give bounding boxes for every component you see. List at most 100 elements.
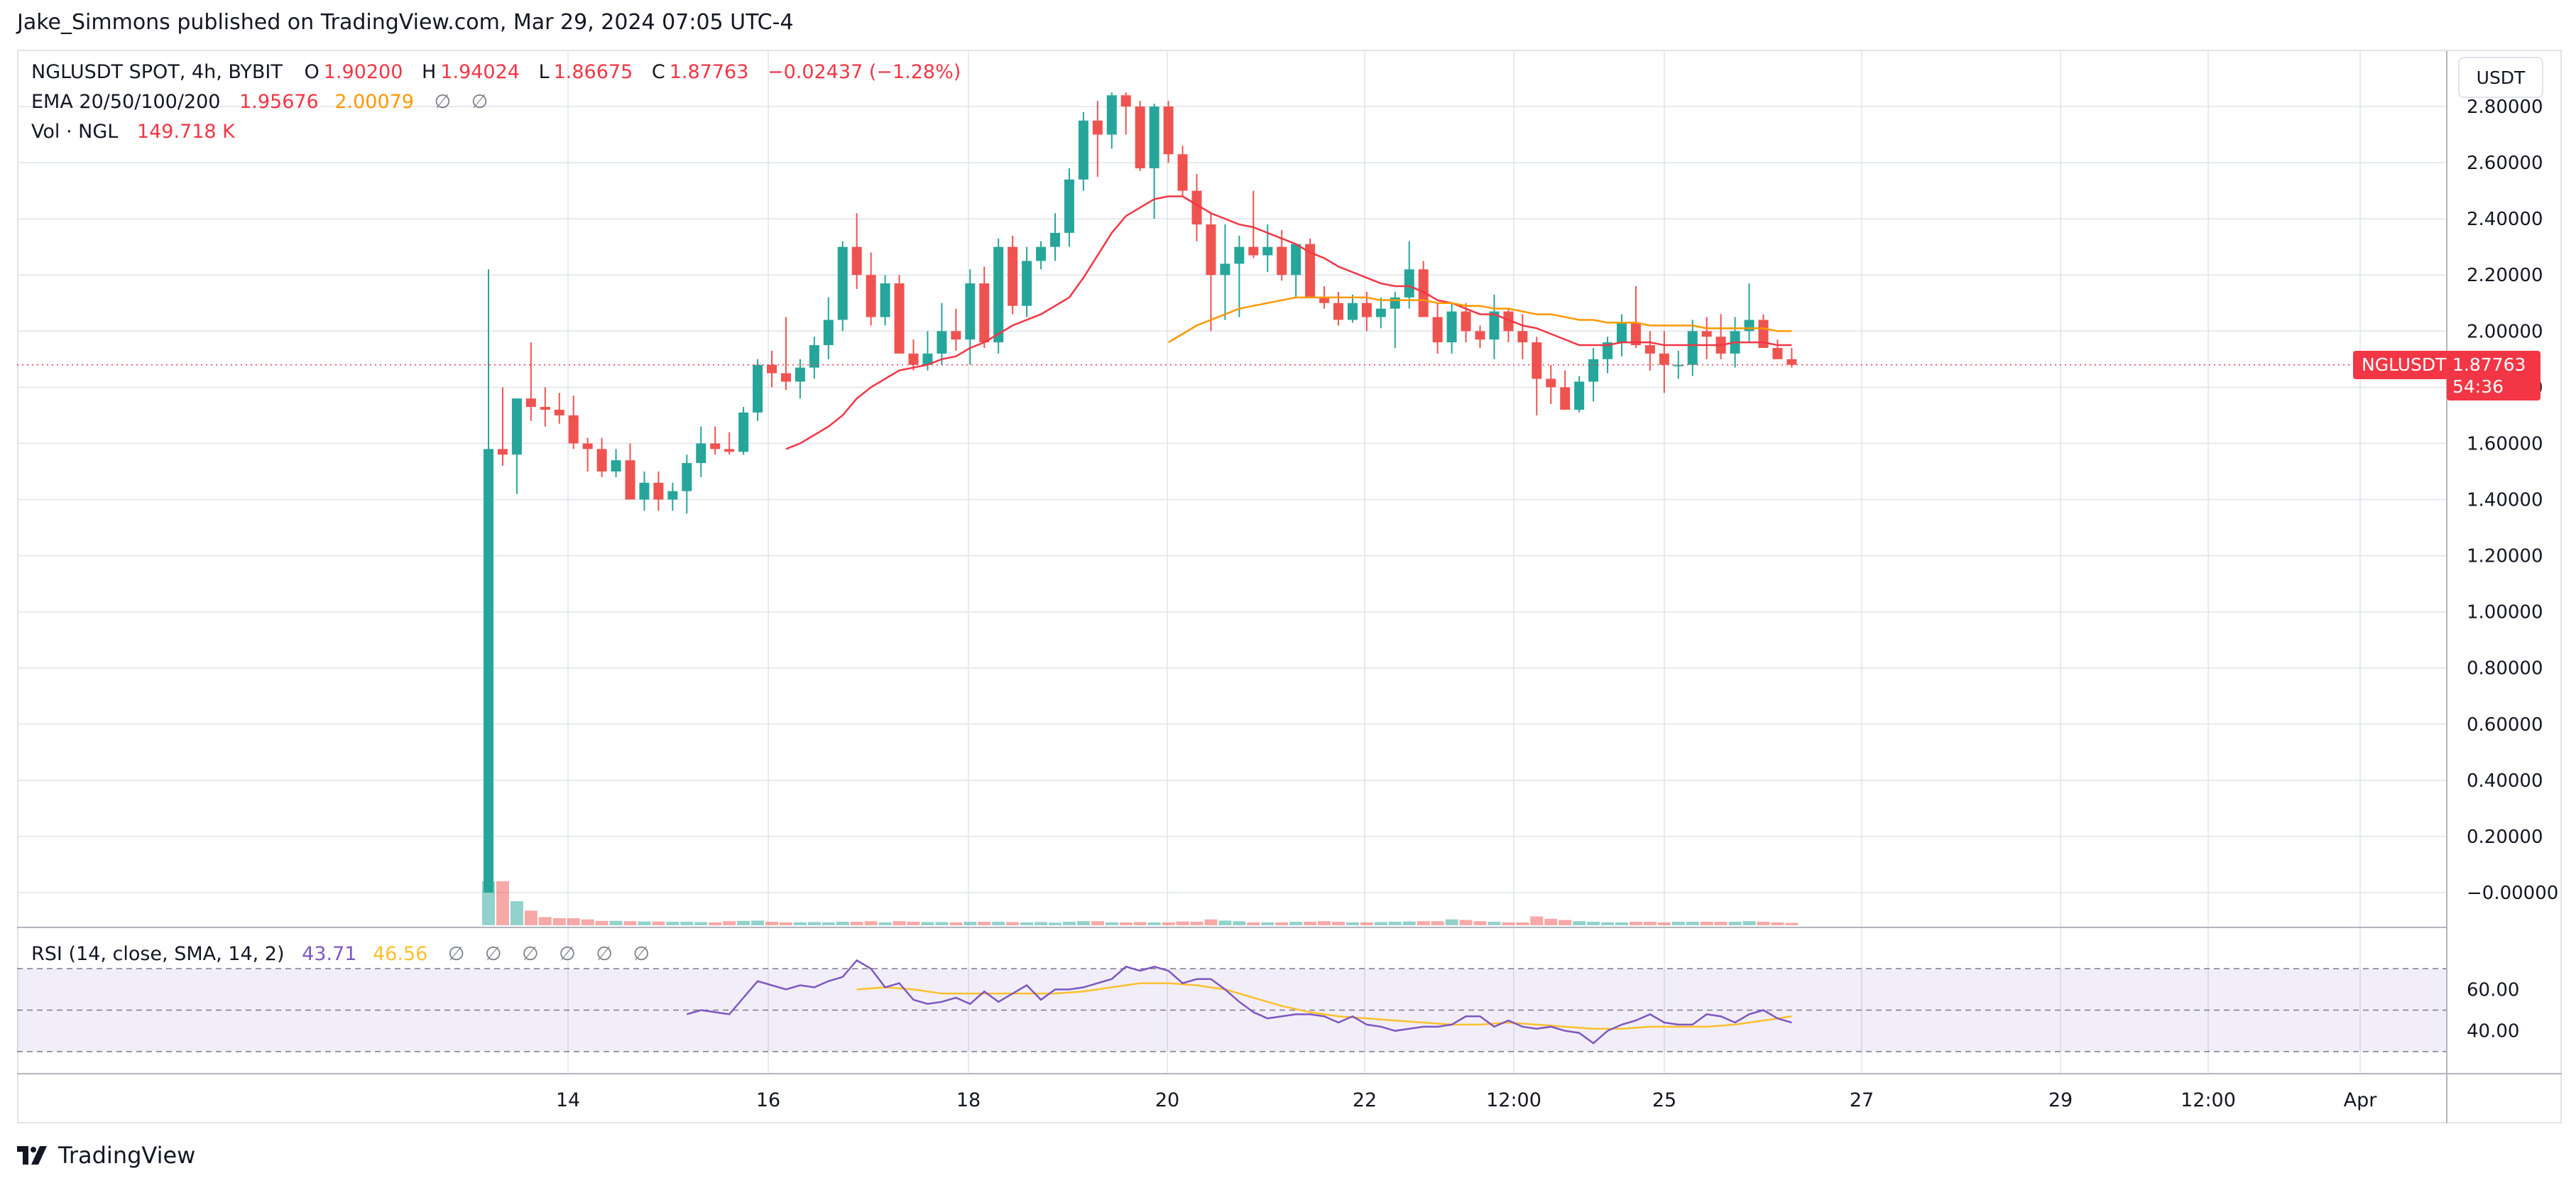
candle <box>1036 241 1047 270</box>
volume-bar <box>595 920 608 925</box>
candle-body <box>1659 353 1669 365</box>
candle-body <box>667 491 678 500</box>
candle-body <box>682 463 692 491</box>
volume-bar <box>765 922 778 925</box>
rsi-legend[interactable]: RSI (14, close, SMA, 14, 2) 43.71 46.56 … <box>31 943 654 965</box>
vol-label: Vol · NGL <box>31 121 119 143</box>
candles[interactable] <box>484 92 1797 893</box>
footer-brand[interactable]: TradingView <box>17 1142 195 1169</box>
candle <box>540 387 550 427</box>
candle-body <box>1008 246 1018 306</box>
volume-legend[interactable]: Vol · NGL 149.718 K <box>31 121 239 143</box>
volume-bar <box>1530 916 1544 925</box>
candle-body <box>1234 246 1245 264</box>
tradingview-logo-icon <box>17 1146 47 1165</box>
candle-body <box>1644 345 1655 354</box>
ema-legend[interactable]: EMA 20/50/100/200 1.95676 2.00079 ∅ ∅ <box>31 91 492 113</box>
candle <box>1234 235 1245 317</box>
volume-bar <box>893 921 906 925</box>
volume-bars <box>482 881 1799 925</box>
candle-body <box>1588 359 1599 382</box>
candle-body <box>1078 120 1088 180</box>
candle-body <box>738 412 749 452</box>
volume-bar <box>1006 922 1020 925</box>
volume-bar <box>1062 922 1076 925</box>
volume-bar <box>978 922 991 925</box>
candle <box>484 269 493 893</box>
volume-bar <box>1346 922 1359 925</box>
candle <box>1248 190 1259 258</box>
symbol-label[interactable]: NGLUSDT SPOT, 4h, BYBIT <box>31 61 283 83</box>
change-value: −0.02437 (−1.28%) <box>767 61 961 83</box>
rsi-sma-value: 46.56 <box>373 943 428 965</box>
volume-bar <box>836 922 849 925</box>
volume-bar <box>1289 922 1303 925</box>
candle <box>710 426 721 455</box>
candle-body <box>497 449 508 455</box>
volume-bar <box>1388 922 1402 925</box>
price-tick-label: 1.20000 <box>2467 546 2543 567</box>
price-badge: 1.87763 54:36 <box>2447 351 2540 400</box>
candle-body <box>525 398 536 408</box>
candle <box>1291 244 1301 298</box>
time-tick-label: 27 <box>1850 1089 1874 1111</box>
candle-body <box>639 482 650 500</box>
volume-bar <box>1544 918 1558 925</box>
candle-body <box>1772 348 1783 359</box>
volume-bar <box>1020 922 1034 925</box>
low-label: L <box>538 61 550 83</box>
price-tick-label: 0.80000 <box>2467 658 2543 680</box>
candle <box>1404 241 1414 309</box>
candle-body <box>851 246 862 276</box>
volume-bar <box>1742 921 1756 925</box>
volume-bar <box>907 922 920 925</box>
candle <box>894 275 905 354</box>
volume-bar <box>694 922 708 925</box>
low-value: 1.86675 <box>553 61 633 83</box>
candle <box>1092 101 1103 177</box>
open-value: 1.90200 <box>323 61 403 83</box>
currency-selector[interactable]: USDT <box>2458 57 2543 98</box>
ema100-value: ∅ <box>434 91 452 113</box>
volume-bar <box>779 922 792 925</box>
volume-bar <box>1488 922 1501 925</box>
price-tick-label: 2.80000 <box>2467 97 2543 118</box>
volume-bar <box>1218 920 1232 925</box>
volume-bar <box>1304 922 1317 925</box>
volume-bar <box>1785 922 1799 925</box>
rsi-empty-3: ∅ <box>522 943 539 965</box>
candle <box>497 387 508 467</box>
chart-frame <box>17 50 2562 1123</box>
candle <box>1191 173 1202 241</box>
candle <box>653 471 664 511</box>
candle-body <box>795 367 805 382</box>
candle-body <box>1120 95 1131 107</box>
volume-bar <box>1133 922 1147 925</box>
volume-bar <box>552 918 566 925</box>
time-tick-label: 29 <box>2048 1089 2073 1111</box>
candle <box>1659 331 1669 393</box>
candle-body <box>1687 331 1698 365</box>
volume-bar <box>567 918 580 925</box>
candle <box>1532 337 1542 415</box>
candle-body <box>568 415 579 444</box>
candle <box>1489 294 1500 359</box>
volume-bar <box>1459 920 1473 925</box>
candle-body <box>611 460 621 472</box>
candle-body <box>1446 311 1457 343</box>
volume-bar <box>1671 922 1685 925</box>
candle <box>738 407 749 455</box>
volume-bar <box>723 921 736 925</box>
candle-body <box>937 331 947 354</box>
candle-body <box>1390 297 1400 309</box>
candle-body <box>554 409 564 415</box>
rsi-pane <box>17 959 2447 1052</box>
candle-body <box>753 364 763 413</box>
volume-bar <box>1147 922 1161 925</box>
candle-body <box>710 443 721 449</box>
candle-body <box>625 460 635 500</box>
candle-body <box>837 246 848 320</box>
candle <box>753 359 763 421</box>
candle-body <box>1503 311 1514 332</box>
